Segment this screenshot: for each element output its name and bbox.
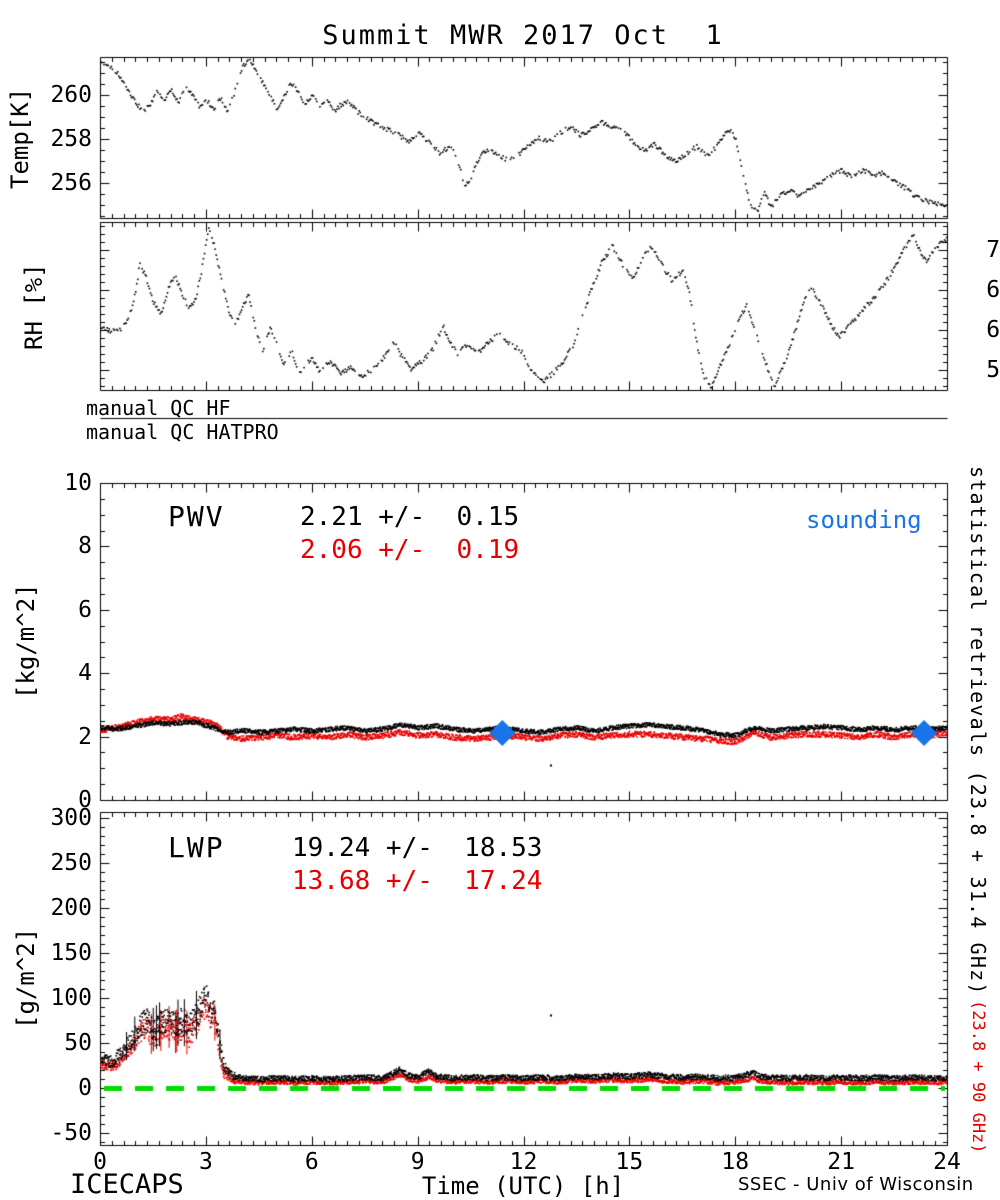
x-tick-label: 12 xyxy=(509,1149,538,1175)
x-axis-label: Time (UTC) [h] xyxy=(421,1172,625,1200)
y-tick-label: 256 xyxy=(50,169,92,196)
y-tick-label: 4 xyxy=(78,660,92,687)
x-tick-label: 3 xyxy=(198,1149,213,1175)
y-tick-label: -50 xyxy=(50,1120,92,1147)
y-tick-label: 0 xyxy=(78,787,92,813)
x-tick-label: 15 xyxy=(615,1149,644,1175)
y-tick-label: 250 xyxy=(50,850,92,877)
x-tick-label: 21 xyxy=(827,1149,855,1175)
y-tick-label: 55 xyxy=(986,357,1000,383)
y-tick-label: 10 xyxy=(64,470,92,496)
rh-axis-label: RH [%] xyxy=(20,263,48,350)
y-tick-label: 150 xyxy=(50,940,92,967)
y-tick-label: 6 xyxy=(78,596,92,623)
y-tick-label: 300 xyxy=(50,805,92,832)
x-tick-label: 0 xyxy=(93,1149,107,1175)
x-tick-label: 9 xyxy=(410,1149,425,1175)
qc-hf-label: manual QC HF xyxy=(86,396,231,420)
y-tick-label: 8 xyxy=(78,533,92,560)
lwp-stat-red: 13.68 +/- 17.24 xyxy=(292,866,543,896)
qc-hatpro-label: manual QC HATPRO xyxy=(86,420,279,444)
y-tick-label: 260 xyxy=(50,82,92,109)
sounding-legend-label: sounding xyxy=(806,506,922,534)
lwp-stat-black: 19.24 +/- 18.53 xyxy=(292,833,543,863)
y-tick-label: 70 xyxy=(986,237,1000,263)
project-label: ICECAPS xyxy=(70,1169,184,1200)
credit-label: SSEC - Univ of Wisconsin xyxy=(738,1174,974,1195)
x-tick-label: 18 xyxy=(721,1149,750,1175)
x-tick-label: 6 xyxy=(304,1149,319,1175)
y-tick-label: 100 xyxy=(50,985,92,1012)
y-tick-label: 258 xyxy=(50,126,92,153)
right-annotation-red: (23.8 + 90 GHz) xyxy=(968,1000,988,1154)
right-annotation-black: statistical retrievals (23.8 + 31.4 GHz) xyxy=(966,466,990,996)
pwv-stat-black: 2.21 +/- 0.15 xyxy=(300,502,520,532)
pwv-stat-red: 2.06 +/- 0.19 xyxy=(300,535,520,565)
y-tick-label: 200 xyxy=(50,895,92,922)
lwp-panel-label: LWP xyxy=(168,831,225,864)
y-tick-label: 0 xyxy=(78,1075,92,1102)
y-tick-label: 50 xyxy=(64,1030,92,1057)
y-tick-label: 2 xyxy=(78,723,92,750)
chart-title: Summit MWR 2017 Oct 1 xyxy=(322,20,724,51)
x-tick-label: 24 xyxy=(933,1149,961,1175)
y-tick-label: 60 xyxy=(986,317,1000,343)
y-tick-label: 65 xyxy=(986,277,1000,303)
pwv-panel-label: PWV xyxy=(168,500,225,533)
